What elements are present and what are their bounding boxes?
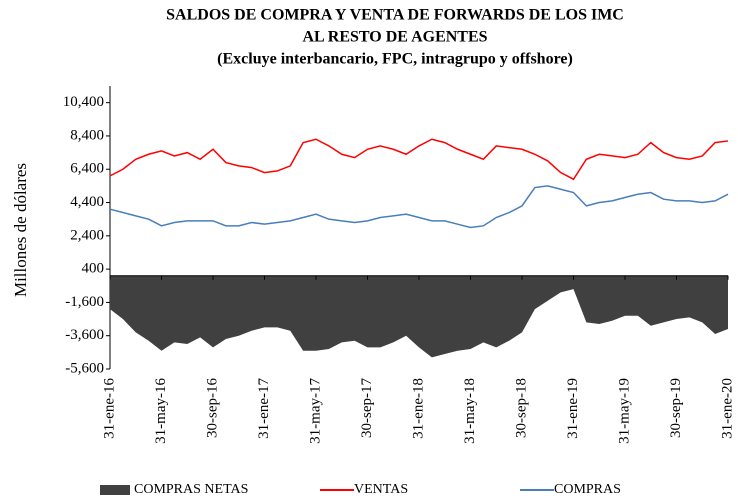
line xyxy=(109,185,729,229)
y-tick-label: 10,400 xyxy=(63,94,104,110)
x-tick-label: 31-ene-18 xyxy=(410,378,426,439)
chart-subtitle: (Excluye interbancario, FPC, intragrupo … xyxy=(217,51,573,68)
legend-label: VENTAS xyxy=(354,482,408,497)
x-tick-label: 30-sep-19 xyxy=(668,378,684,438)
x-tick-label: 31-ene-20 xyxy=(719,378,735,439)
x-tick-label: 31-ene-19 xyxy=(565,378,581,439)
chart-title: AL RESTO DE AGENTES xyxy=(302,29,487,46)
y-tick-label: -3,600 xyxy=(65,327,104,343)
legend-swatch xyxy=(100,485,130,495)
x-tick-label: 30-sep-17 xyxy=(359,378,375,438)
y-tick-label: 6,400 xyxy=(70,161,104,177)
x-tick-label: 31-may-19 xyxy=(616,378,632,444)
x-tick-label: 31-may-16 xyxy=(153,378,169,444)
y-tick-label: -1,600 xyxy=(65,294,104,310)
x-tick-label: 31-may-17 xyxy=(307,378,323,444)
x-tick-label: 31-ene-16 xyxy=(101,378,117,439)
chart-title: SALDOS DE COMPRA Y VENTA DE FORWARDS DE … xyxy=(166,7,624,24)
y-tick-label: 4,400 xyxy=(70,194,104,210)
y-axis-label: Millones de dólares xyxy=(11,163,30,297)
y-tick-label: 400 xyxy=(82,261,105,277)
line xyxy=(109,138,729,181)
x-tick-label: 31-ene-17 xyxy=(256,378,272,439)
x-tick-label: 31-may-18 xyxy=(462,378,478,444)
legend-label: COMPRAS xyxy=(554,482,621,497)
x-tick-label: 30-sep-18 xyxy=(513,378,529,438)
y-tick-label: 2,400 xyxy=(70,227,104,243)
y-tick-label: -5,600 xyxy=(65,360,104,376)
legend-label: COMPRAS NETAS xyxy=(134,482,248,497)
y-tick-label: 8,400 xyxy=(70,127,104,143)
x-tick-label: 30-sep-16 xyxy=(204,378,220,438)
area xyxy=(110,275,728,358)
